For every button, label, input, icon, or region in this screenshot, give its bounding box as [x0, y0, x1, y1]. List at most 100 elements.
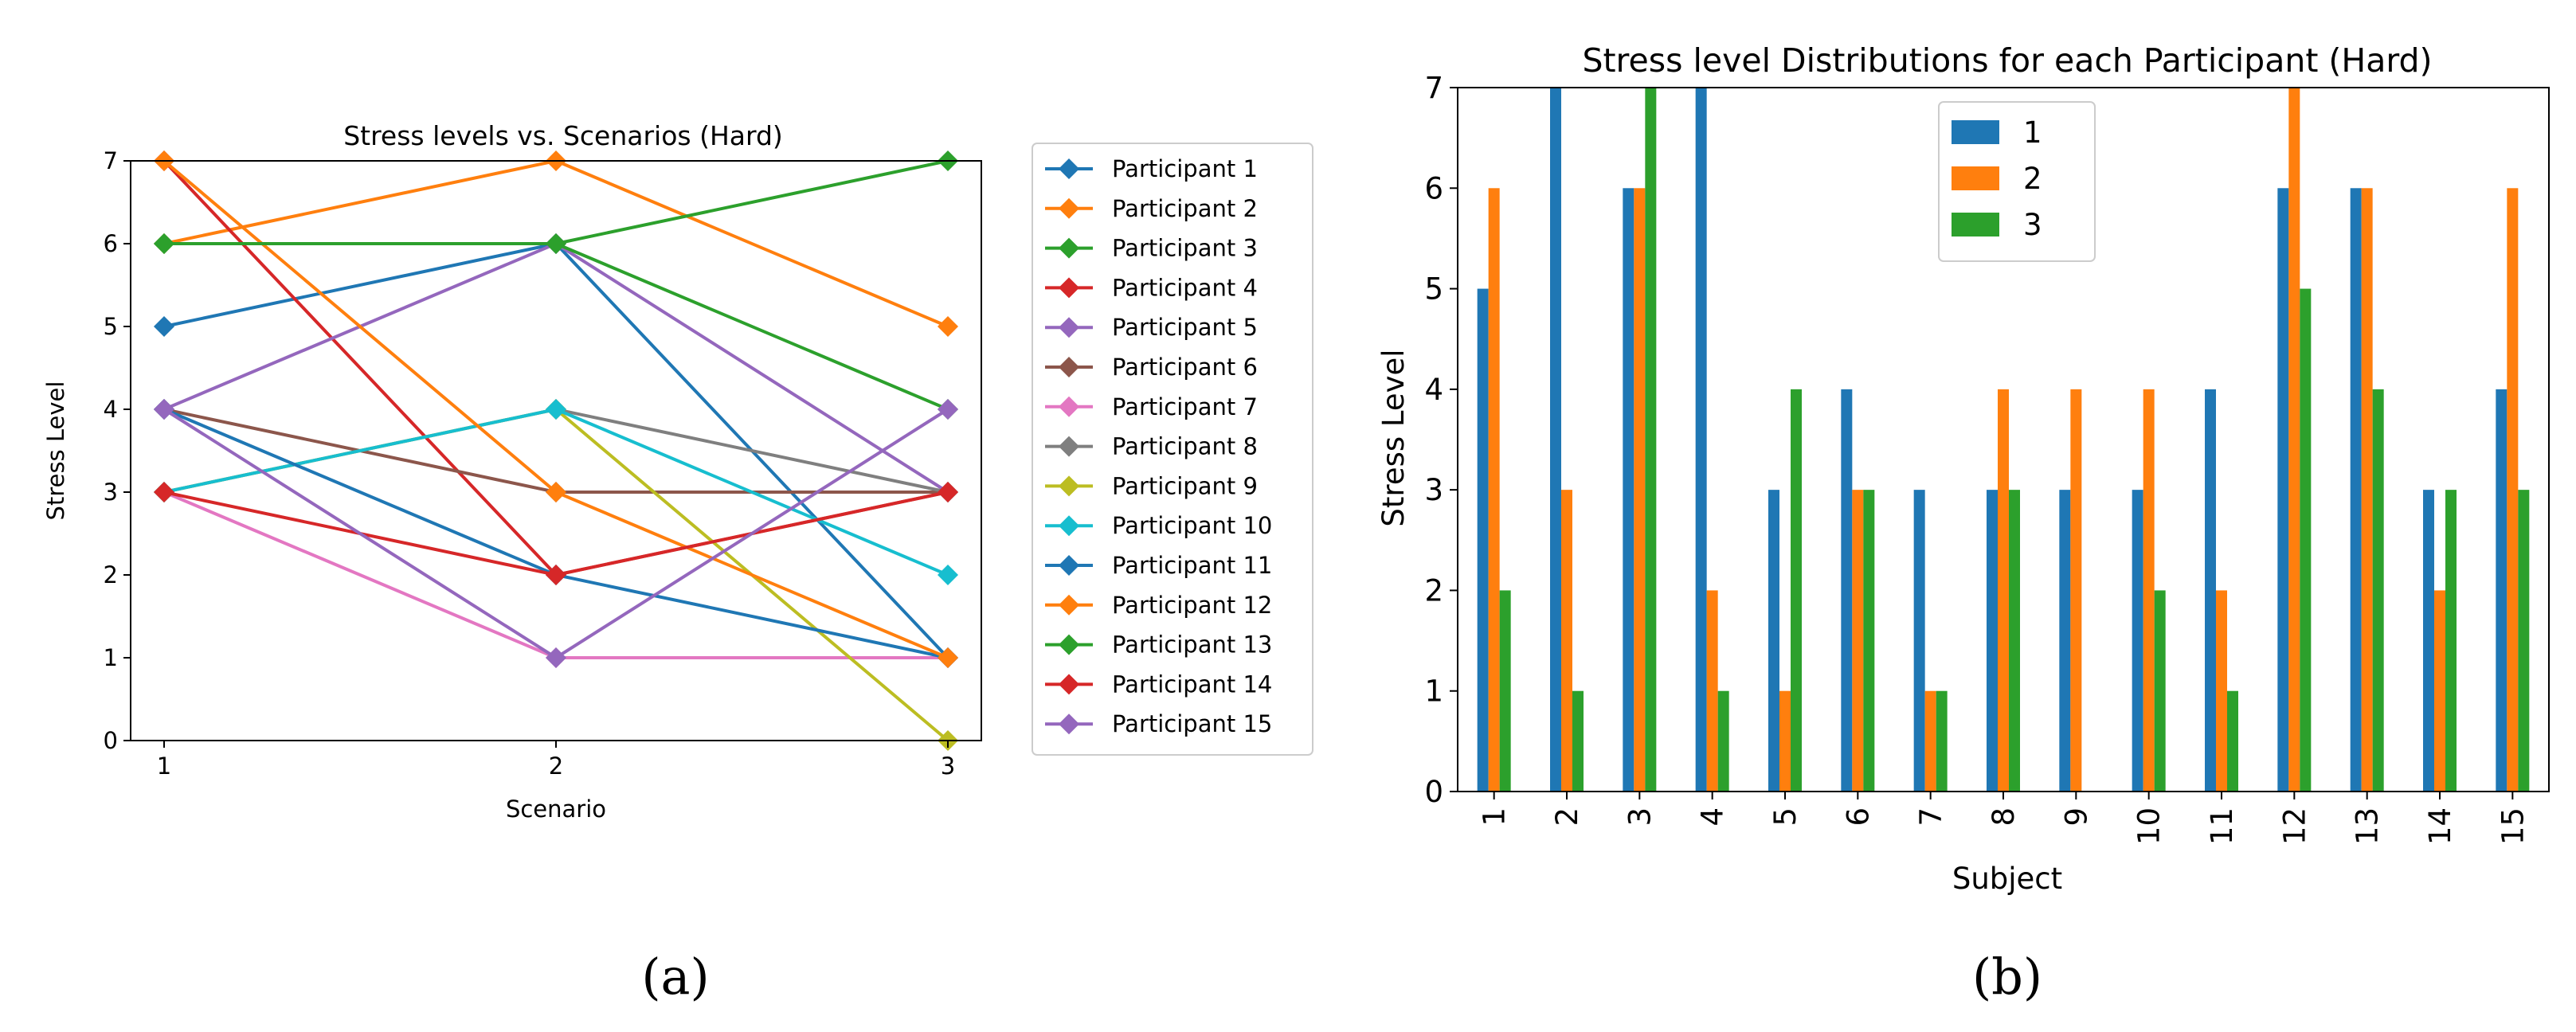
- bar-series-1: [2277, 188, 2289, 792]
- x-tick-label: 7: [1914, 807, 1948, 827]
- legend-marker: [1059, 634, 1079, 655]
- bar-series-1: [2350, 188, 2362, 792]
- bar-series-1: [2205, 389, 2216, 792]
- legend-marker: [1059, 158, 1079, 179]
- bar-series-1: [1768, 490, 1779, 792]
- data-point-marker: [154, 399, 174, 420]
- legend-label: Participant 11: [1112, 552, 1272, 579]
- bar-series-2: [1779, 690, 1791, 792]
- legend-item-participant-12: Participant 12: [1045, 592, 1272, 619]
- y-tick-label: 1: [104, 644, 118, 671]
- x-tick-label: 3: [1623, 807, 1657, 827]
- legend-label: 2: [2023, 162, 2042, 196]
- bar-group-subject-7: [1913, 490, 1948, 792]
- y-tick-label: 6: [1424, 171, 1443, 205]
- bar-group-subject-8: [1987, 389, 2020, 792]
- panel-b-caption: (b): [1972, 948, 2042, 1006]
- legend-label: Participant 3: [1112, 235, 1258, 262]
- legend-item-participant-14: Participant 14: [1045, 670, 1272, 698]
- legend-label: Participant 8: [1112, 433, 1258, 460]
- x-tick-label: 12: [2277, 807, 2312, 845]
- bar-group-subject-11: [2205, 389, 2238, 792]
- legend-marker: [1059, 436, 1079, 457]
- bar-group-subject-4: [1695, 88, 1729, 792]
- bar-group-subject-9: [2059, 389, 2082, 792]
- bar-series-3: [1499, 590, 1511, 792]
- legend-item-participant-15: Participant 15: [1045, 710, 1272, 737]
- legend-label: Participant 4: [1112, 274, 1258, 301]
- bar-series-2: [2070, 389, 2082, 792]
- bar-group-subject-15: [2496, 188, 2530, 792]
- data-point-marker: [546, 399, 566, 420]
- bar-group-subject-5: [1768, 389, 1802, 792]
- bar-series-3: [1936, 690, 1948, 792]
- bar-chart-legend: 1 2 3: [1938, 101, 2096, 262]
- y-tick-label: 0: [104, 727, 118, 754]
- bar-series-2: [1634, 188, 1646, 792]
- bar-series-2: [1924, 690, 1936, 792]
- data-point-marker: [546, 482, 566, 502]
- legend-marker: [1059, 357, 1079, 377]
- line-series-4: [154, 150, 958, 585]
- legend-label: 1: [2023, 115, 2042, 150]
- bar-series-3: [1645, 88, 1657, 792]
- legend-item-participant-6: Participant 6: [1045, 354, 1258, 381]
- bar-series-1: [2423, 490, 2434, 792]
- data-point-marker: [546, 647, 566, 668]
- legend-label: Participant 13: [1112, 631, 1272, 659]
- data-point-marker: [938, 482, 958, 502]
- legend-label: Participant 15: [1112, 710, 1272, 737]
- bar-group-subject-13: [2350, 188, 2384, 792]
- legend-marker: [1059, 555, 1079, 576]
- legend-item-participant-7: Participant 7: [1045, 393, 1258, 420]
- y-tick-label: 2: [104, 561, 118, 588]
- bar-series-1: [2132, 490, 2143, 792]
- series-line: [163, 241, 949, 494]
- legend-item-participant-10: Participant 10: [1045, 512, 1272, 539]
- data-point-marker: [154, 316, 174, 337]
- bar-series-3: [2372, 389, 2384, 792]
- legend-item-participant-2: Participant 2: [1045, 195, 1258, 222]
- bar-series-3: [2300, 288, 2312, 792]
- legend-item-participant-9: Participant 9: [1045, 472, 1258, 499]
- bar-series-3: [1717, 690, 1729, 792]
- legend-marker: [1059, 674, 1079, 695]
- legend-swatch: [1952, 213, 1999, 236]
- bar-series-3: [2445, 490, 2457, 792]
- line-chart-y-label: Stress Level: [42, 381, 69, 521]
- legend-label: Participant 14: [1112, 670, 1272, 698]
- bar-chart-panel: Stress level Distributions for each Part…: [1376, 41, 2550, 1006]
- bar-group-subject-2: [1550, 88, 1584, 792]
- bar-group-subject-10: [2132, 389, 2166, 792]
- bar-series-2: [1998, 389, 2009, 792]
- legend-item-participant-1: Participant 1: [1045, 155, 1258, 182]
- bar-group-subject-3: [1623, 88, 1657, 792]
- line-series-group: [154, 150, 958, 751]
- bar-series-3: [2227, 690, 2238, 792]
- legend-item-participant-5: Participant 5: [1045, 314, 1258, 341]
- bar-series-2: [1852, 490, 1864, 792]
- legend-marker: [1059, 277, 1079, 299]
- bar-series-3: [1572, 690, 1584, 792]
- data-point-marker: [546, 233, 566, 254]
- bar-chart-x-label: Subject: [1952, 862, 2062, 896]
- legend-label: Participant 7: [1112, 393, 1258, 420]
- bar-group-subject-12: [2277, 88, 2312, 792]
- series-line: [164, 242, 949, 411]
- bar-series-1: [1987, 490, 1998, 792]
- x-tick-label: 6: [1841, 807, 1875, 827]
- bar-series-2: [2507, 188, 2519, 792]
- bar-series-1: [1841, 389, 1853, 792]
- bar-series-2: [2143, 389, 2155, 792]
- series-line: [163, 241, 949, 659]
- data-point-marker: [154, 233, 174, 254]
- y-tick-label: 1: [1424, 674, 1443, 709]
- bar-group-subject-1: [1477, 188, 1511, 792]
- y-tick-label: 2: [1424, 573, 1443, 608]
- line-chart-legend: Participant 1 Participant 2 Participant 3 P…: [1032, 143, 1313, 756]
- line-series-15: [154, 399, 958, 668]
- legend-label: Participant 10: [1112, 512, 1272, 539]
- y-tick-label: 6: [104, 230, 118, 257]
- legend-label: Participant 1: [1112, 155, 1258, 182]
- x-tick-label: 9: [2059, 807, 2093, 827]
